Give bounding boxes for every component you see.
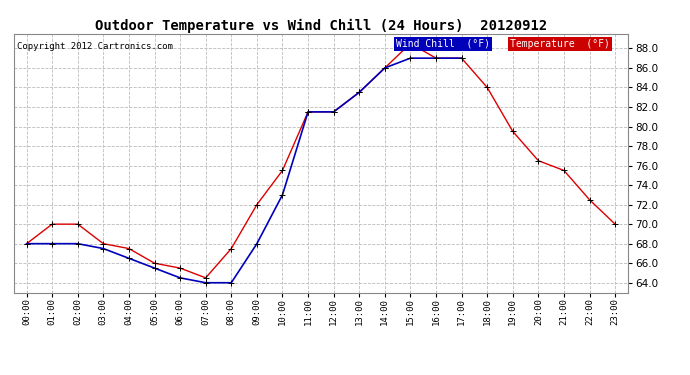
Text: Wind Chill  (°F): Wind Chill (°F) (396, 39, 490, 49)
Text: Copyright 2012 Cartronics.com: Copyright 2012 Cartronics.com (17, 42, 172, 51)
Title: Outdoor Temperature vs Wind Chill (24 Hours)  20120912: Outdoor Temperature vs Wind Chill (24 Ho… (95, 18, 547, 33)
Text: Temperature  (°F): Temperature (°F) (510, 39, 610, 49)
